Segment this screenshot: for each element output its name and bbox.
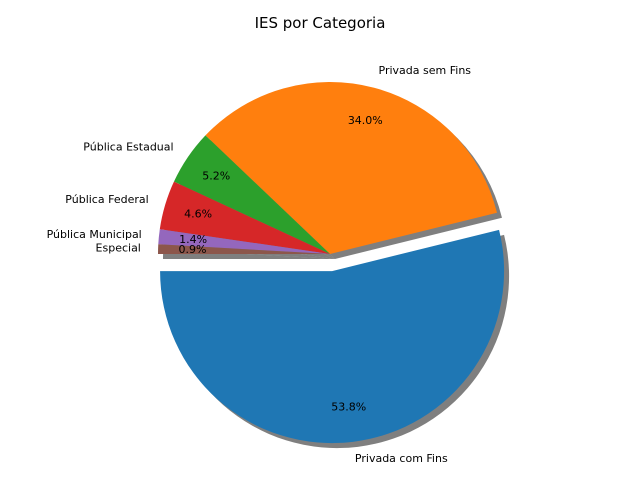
- slice-percent-especial: 0.9%: [178, 243, 206, 256]
- slice-percent-privada-com-fins: 53.8%: [331, 401, 366, 414]
- label-layer: Privada com Fins 53.8% Privada sem Fins 34.…: [47, 64, 472, 465]
- slice-label-privada-sem-fins: Privada sem Fins: [379, 64, 472, 77]
- slice-percent-publica-municipal: 1.4%: [179, 233, 207, 246]
- pie-slice-privada-com-fins: [160, 229, 505, 444]
- slice-label-publica-federal: Pública Federal: [65, 193, 148, 206]
- slice-percent-privada-sem-fins: 34.0%: [348, 114, 383, 127]
- pie-slice-especial: [158, 244, 330, 254]
- slice-label-especial: Especial: [96, 242, 141, 255]
- slice-layer: [158, 82, 505, 444]
- pie-slice-publica-municipal: [158, 229, 330, 254]
- slice-percent-publica-federal: 4.6%: [184, 208, 212, 221]
- pie-slice-publica-federal: [159, 181, 330, 254]
- chart-title: IES por Categoria: [255, 14, 386, 32]
- pie-slice-publica-estadual: [173, 135, 330, 254]
- pie-slice-privada-sem-fins: [205, 82, 497, 254]
- slice-label-publica-estadual: Pública Estadual: [83, 141, 173, 154]
- slice-label-privada-com-fins: Privada com Fins: [355, 452, 448, 465]
- slice-percent-publica-estadual: 5.2%: [202, 170, 230, 183]
- slice-label-publica-municipal: Pública Municipal: [47, 228, 142, 241]
